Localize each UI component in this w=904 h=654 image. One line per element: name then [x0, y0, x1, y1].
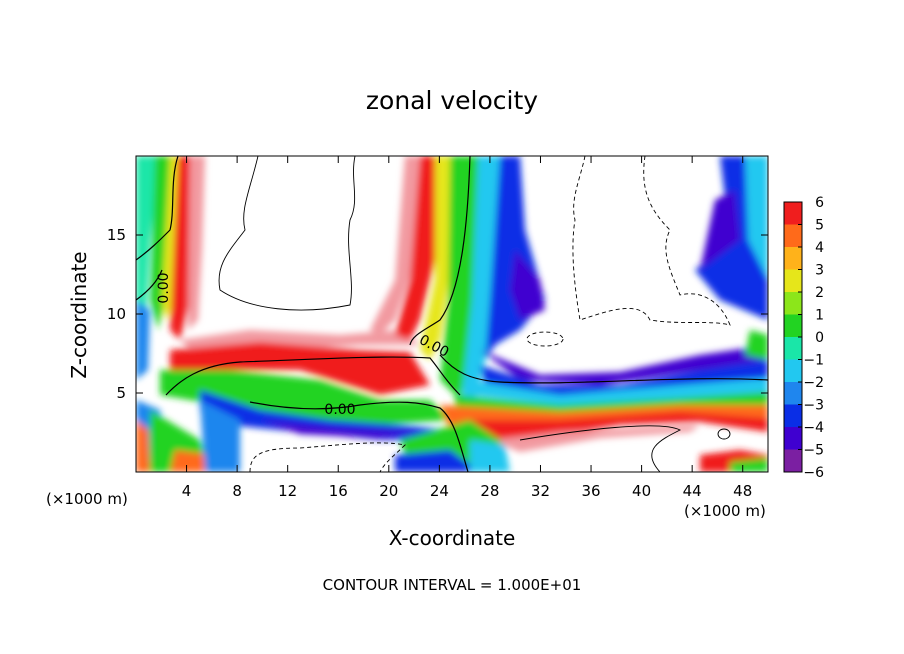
- field-bottom-mid-blue: [395, 450, 480, 472]
- contour-right-dashed: [572, 156, 731, 326]
- x-tick-label: 44: [683, 482, 702, 500]
- y-axis-label: Z-coordinate: [67, 251, 91, 379]
- colorbar-tick-label: 3: [815, 263, 824, 279]
- x-tick-label: 8: [232, 482, 242, 500]
- field-mid-cyan: [462, 156, 505, 400]
- colorbar-swatch: [784, 382, 802, 405]
- field-top-right-purple: [700, 190, 740, 270]
- field-left-cyan: [136, 300, 150, 380]
- contour-mid-column: [409, 156, 471, 346]
- colorbar-tick-label: −6: [803, 465, 824, 481]
- colorbar-tick-label: 1: [815, 308, 824, 324]
- field-right-cyan: [470, 378, 768, 405]
- field-right-purple: [480, 345, 768, 385]
- x-tick-label: 16: [329, 482, 348, 500]
- colorbar-tick-label: 5: [815, 218, 824, 234]
- x-tick-label: 28: [480, 482, 499, 500]
- velocity-field: [136, 156, 768, 472]
- field-top-right-cyan: [745, 156, 768, 280]
- colorbar-swatch: [784, 449, 802, 472]
- field-right-edge-green: [745, 330, 768, 360]
- contour-mid-column-b: [439, 354, 768, 384]
- colorbar-tick-label: 0: [815, 330, 824, 346]
- x-unit-left: (×1000 m): [46, 490, 128, 508]
- field-mid-purple: [510, 250, 545, 320]
- colorbar-swatch: [784, 247, 802, 270]
- field-left-pink: [188, 156, 205, 330]
- colorbar-tick-label: 6: [815, 195, 824, 211]
- contour-bottom-left-dashed: [249, 442, 406, 472]
- y-axis: 5 10 15: [107, 226, 768, 402]
- colorbar-tick-label: −1: [803, 353, 824, 369]
- field-layer-purple: [260, 420, 420, 438]
- x-tick-label: 32: [531, 482, 550, 500]
- colorbar-tick-label: 2: [815, 285, 824, 301]
- colorbar-swatch: [784, 314, 802, 337]
- colorbar-tick-label: −2: [803, 375, 824, 391]
- y-tick-label: 5: [116, 384, 126, 402]
- contour-layer-zero-upper: [165, 356, 461, 396]
- x-axis: 4 8 12 16 20 24 28 32 36 40 44 48: [182, 156, 752, 500]
- colorbar: 6 5 4 3 2 1 0 −1 −2 −3 −4 −5 −6: [783, 195, 824, 481]
- contour-lines: [136, 156, 768, 472]
- field-mid-pink: [370, 156, 425, 335]
- colorbar-tick-label: −3: [803, 398, 824, 414]
- x-tick-label: 36: [581, 482, 600, 500]
- x-axis-label: X-coordinate: [388, 526, 516, 550]
- colorbar-swatch: [784, 337, 802, 360]
- chart-title: zonal velocity: [365, 86, 539, 115]
- x-tick-label: 40: [632, 482, 651, 500]
- y-tick-label: 15: [107, 226, 126, 244]
- contour-dashed-loop: [526, 331, 564, 347]
- colorbar-tick-label: 4: [815, 240, 824, 256]
- field-layer-blue: [200, 390, 460, 440]
- field-bottom-blue: [200, 400, 240, 472]
- x-tick-label: 20: [379, 482, 398, 500]
- contour-top-left-solid: [218, 156, 356, 311]
- contour-label-left: 0.00: [156, 272, 172, 303]
- field-layer-red: [170, 342, 430, 395]
- colorbar-swatch: [784, 404, 802, 427]
- contour-bottom-right: [519, 425, 682, 472]
- field-right-blue: [480, 360, 768, 395]
- field-right-green: [455, 392, 768, 412]
- colorbar-swatch: [784, 269, 802, 292]
- colorbar-tick-label: −4: [803, 420, 824, 436]
- field-right-pink: [490, 425, 700, 452]
- field-mid-yellow: [420, 156, 455, 360]
- contour-layer-zero-lower: [249, 401, 469, 472]
- field-right-red: [470, 412, 768, 450]
- x-tick-label: 48: [733, 482, 752, 500]
- contour-interval-label: CONTOUR INTERVAL = 1.000E+01: [322, 576, 582, 594]
- colorbar-swatch: [784, 427, 802, 450]
- field-bottom-right-green: [730, 458, 768, 472]
- field-mid-red: [395, 156, 440, 340]
- field-left-bottom-red: [136, 420, 150, 472]
- contour-left-zero: [136, 156, 179, 261]
- field-bottom-mid-cyan: [470, 440, 510, 472]
- field-layer-green: [160, 370, 450, 425]
- x-tick-label: 4: [182, 482, 192, 500]
- contour-label-lower: 0.00: [324, 402, 355, 418]
- colorbar-tick-label: −5: [803, 443, 824, 459]
- contour-small-loop: [717, 428, 731, 440]
- x-tick-label: 24: [430, 482, 449, 500]
- colorbar-swatch: [784, 224, 802, 247]
- contour-left-zero-b: [136, 269, 163, 301]
- x-unit-right: (×1000 m): [684, 502, 766, 520]
- colorbar-swatch: [784, 359, 802, 382]
- colorbar-swatch: [784, 292, 802, 315]
- plot-area: 0.00 0.00 0.00: [136, 156, 768, 472]
- colorbar-swatch: [784, 202, 802, 225]
- y-tick-label: 10: [107, 305, 126, 323]
- x-tick-label: 12: [278, 482, 297, 500]
